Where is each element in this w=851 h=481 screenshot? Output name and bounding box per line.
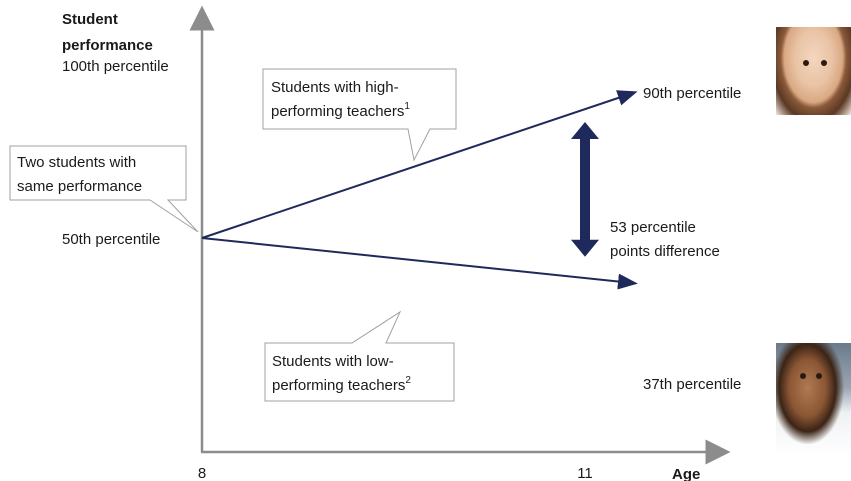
boy-photo [776,343,851,455]
callout-start-line2: same performance [17,178,142,195]
x-axis-title: Age [672,466,700,481]
callout-low: Students with low- performing teachers2 [264,310,455,402]
y-axis-title-line2: performance [62,37,153,54]
difference-label-line1: 53 percentile [610,219,696,236]
end-label-high: 90th percentile [643,85,741,102]
callout-high-line2: performing teachers1 [271,101,410,120]
girl-photo [776,27,851,115]
series-line-high-performing [201,90,638,239]
difference-label-line2: points difference [610,243,720,260]
series-line-low-performing [201,237,638,290]
difference-double-arrow [571,122,599,257]
x-tick-label-11: 11 [577,465,593,481]
callout-high-line1: Students with high- [271,79,399,96]
start-percentile-label: 50th percentile [62,231,160,248]
y-top-label: 100th percentile [62,58,169,75]
callout-start: Two students with same performance [9,145,199,233]
end-label-low: 37th percentile [643,376,741,393]
y-axis-title-line1: Student [62,11,118,28]
x-tick-label-8: 8 [198,465,206,481]
callout-start-line1: Two students with [17,154,136,171]
callout-high: Students with high- performing teachers1 [262,68,457,162]
callout-low-line1: Students with low- [272,353,394,370]
callout-low-line2: performing teachers2 [272,375,411,394]
